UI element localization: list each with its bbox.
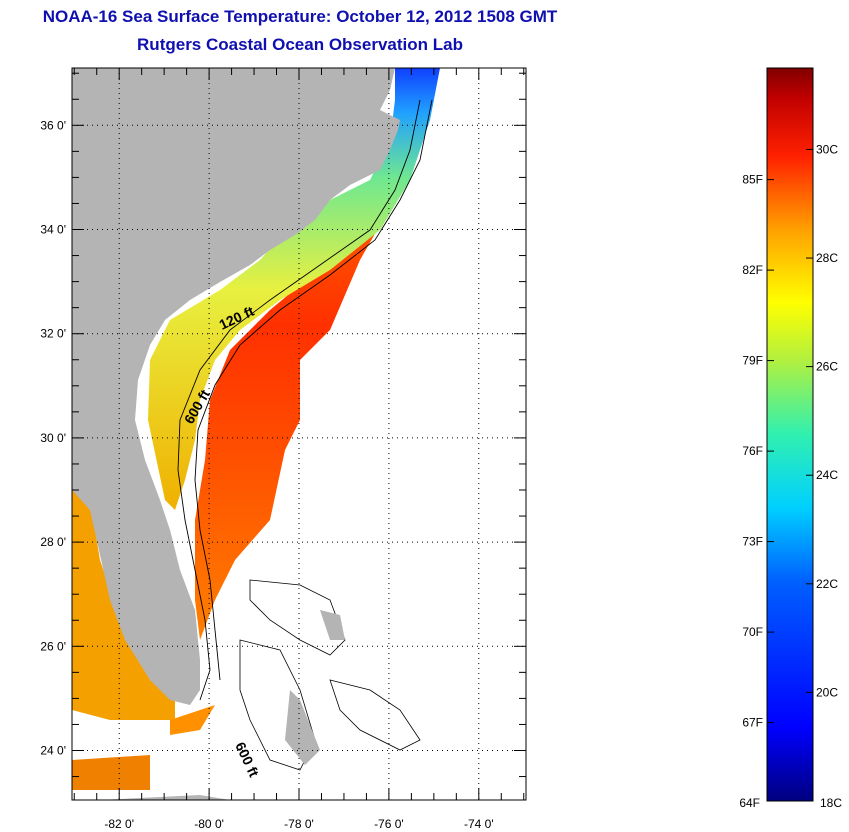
lon-tick-label: -82 0' — [104, 817, 134, 831]
gulf-of-mexico-sst — [72, 490, 175, 720]
colorbar-label-f: 64F — [739, 796, 760, 810]
lat-tick-label: 26 0' — [40, 639, 66, 653]
colorbar-label-c: 24C — [816, 468, 838, 482]
lat-tick-label: 36 0' — [40, 118, 66, 132]
colorbar-label-c: 28C — [816, 251, 838, 265]
contour-label-600ft-south: 600 ft — [232, 740, 262, 780]
colorbar-label-f: 70F — [742, 625, 763, 639]
axis-labels: -82 0' -80 0' -78 0' -76 0' -74 0' 36 0' 34 0'… — [40, 118, 493, 831]
colorbar-label-c: 20C — [816, 685, 838, 699]
lat-tick-label: 24 0' — [40, 744, 66, 758]
axis-ticks — [72, 68, 526, 800]
colorbar-label-f: 67F — [742, 716, 763, 730]
map-title: NOAA-16 Sea Surface Temperature: October… — [42, 7, 558, 26]
colorbar — [766, 67, 814, 802]
colorbar-label-c: 18C — [820, 796, 842, 810]
land-mass — [72, 68, 400, 705]
lat-tick-label: 34 0' — [40, 223, 66, 237]
colorbar-label-c: 26C — [816, 360, 838, 374]
map-subtitle: Rutgers Coastal Ocean Observation Lab — [137, 35, 463, 54]
lat-tick-label: 32 0' — [40, 327, 66, 341]
lat-tick-label: 30 0' — [40, 431, 66, 445]
colorbar-label-f: 79F — [742, 354, 763, 368]
gulf-stream-sst — [195, 190, 400, 640]
lat-tick-label: 28 0' — [40, 535, 66, 549]
colorbar-label-f: 85F — [742, 173, 763, 187]
colorbar-label-f: 82F — [742, 263, 763, 277]
lon-tick-label: -78 0' — [284, 817, 314, 831]
lon-tick-label: -80 0' — [194, 817, 224, 831]
colorbar-labels: 30C 28C 26C 24C 22C 20C 18C 85F 82F 79F 76F 73F 70F 6… — [739, 142, 842, 810]
colorbar-label-c: 30C — [816, 142, 838, 156]
lon-tick-label: -74 0' — [464, 817, 494, 831]
contour-600ft — [194, 99, 433, 681]
lon-tick-label: -76 0' — [374, 817, 404, 831]
colorbar-label-c: 22C — [816, 577, 838, 591]
contour-120ft — [177, 99, 421, 701]
colorbar-label-f: 73F — [742, 535, 763, 549]
graticule — [72, 68, 526, 800]
shelf-sst — [148, 68, 440, 510]
colorbar-label-f: 76F — [742, 444, 763, 458]
